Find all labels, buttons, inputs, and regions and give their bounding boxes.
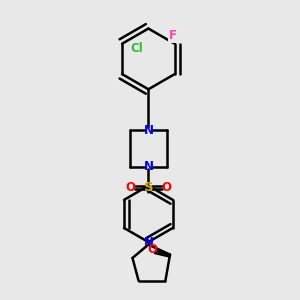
Text: F: F	[169, 29, 177, 42]
Text: O: O	[161, 181, 171, 194]
Text: N: N	[143, 236, 153, 248]
Text: N: N	[143, 124, 153, 136]
Text: O: O	[147, 243, 158, 256]
Text: Cl: Cl	[130, 42, 143, 55]
Text: O: O	[126, 181, 136, 194]
Text: N: N	[143, 160, 153, 173]
Text: S: S	[144, 181, 153, 194]
